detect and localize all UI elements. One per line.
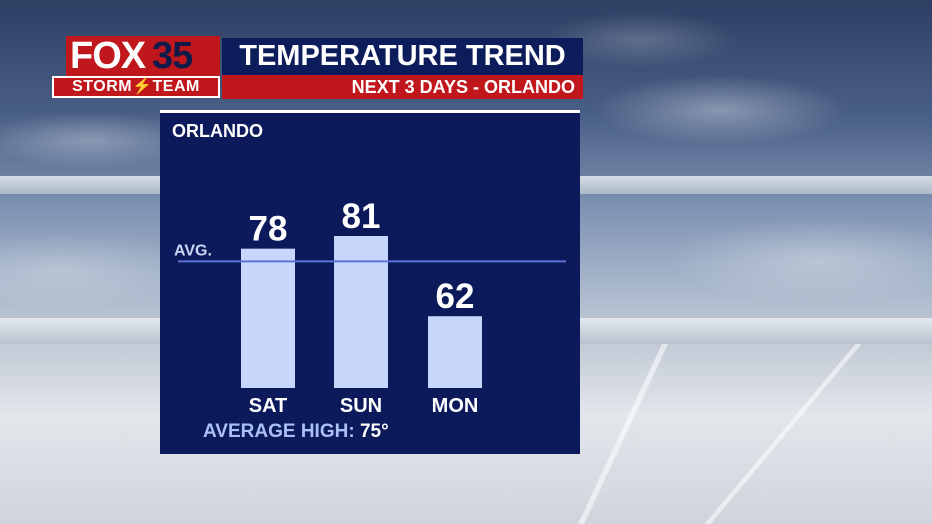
bar-sun — [334, 236, 388, 388]
chart-title: ORLANDO — [172, 121, 263, 141]
average-line-label: AVG. — [174, 242, 212, 259]
logo-fox-block — [66, 36, 220, 78]
logo-team-text: STORM⚡TEAM — [72, 78, 200, 95]
category-label-sun: SUN — [340, 395, 382, 417]
chart-panel: ORLANDO 78 SAT 81 SUN 62 MON AVG. AVERAGE HIGH… — [160, 110, 580, 454]
page-subtitle: NEXT 3 DAYS - ORLANDO — [351, 77, 575, 97]
category-label-mon: MON — [432, 395, 479, 417]
logo-team-bar: STORM⚡TEAM — [52, 76, 220, 98]
value-label-sun: 81 — [342, 197, 381, 236]
fox35-storm-team-logo: FOX 35 STORM⚡TEAM — [52, 35, 220, 98]
value-label-mon: 62 — [436, 277, 475, 316]
bar-sat — [241, 248, 295, 388]
bar-chart: 78 SAT 81 SUN 62 MON AVG. — [174, 197, 566, 417]
bar-mon — [428, 316, 482, 388]
category-label-sat: SAT — [249, 395, 288, 417]
logo-fox-text: FOX — [70, 35, 146, 77]
average-high-label: AVERAGE HIGH: — [203, 421, 355, 442]
header-title-bar: TEMPERATURE TREND — [222, 38, 583, 75]
page-title: TEMPERATURE TREND — [239, 40, 566, 72]
value-label-sat: 78 — [249, 210, 288, 249]
average-high-footer: AVERAGE HIGH: 75° — [203, 421, 389, 443]
header-subtitle-bar: NEXT 3 DAYS - ORLANDO — [222, 75, 583, 99]
logo-number-text: 35 — [152, 35, 193, 77]
average-high-value: 75° — [359, 421, 389, 442]
